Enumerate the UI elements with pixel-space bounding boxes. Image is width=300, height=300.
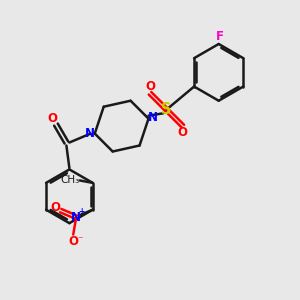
Text: O: O <box>68 236 78 248</box>
Text: O: O <box>50 201 60 214</box>
Text: +: + <box>79 207 85 216</box>
Text: N: N <box>148 111 158 124</box>
Text: S: S <box>161 102 172 117</box>
Text: CH₃: CH₃ <box>61 176 80 185</box>
Text: ⁻: ⁻ <box>77 235 83 245</box>
Text: N: N <box>85 127 95 140</box>
Text: O: O <box>145 80 155 93</box>
Text: N: N <box>71 211 81 224</box>
Text: O: O <box>178 126 188 139</box>
Text: F: F <box>216 30 224 43</box>
Text: O: O <box>47 112 57 124</box>
